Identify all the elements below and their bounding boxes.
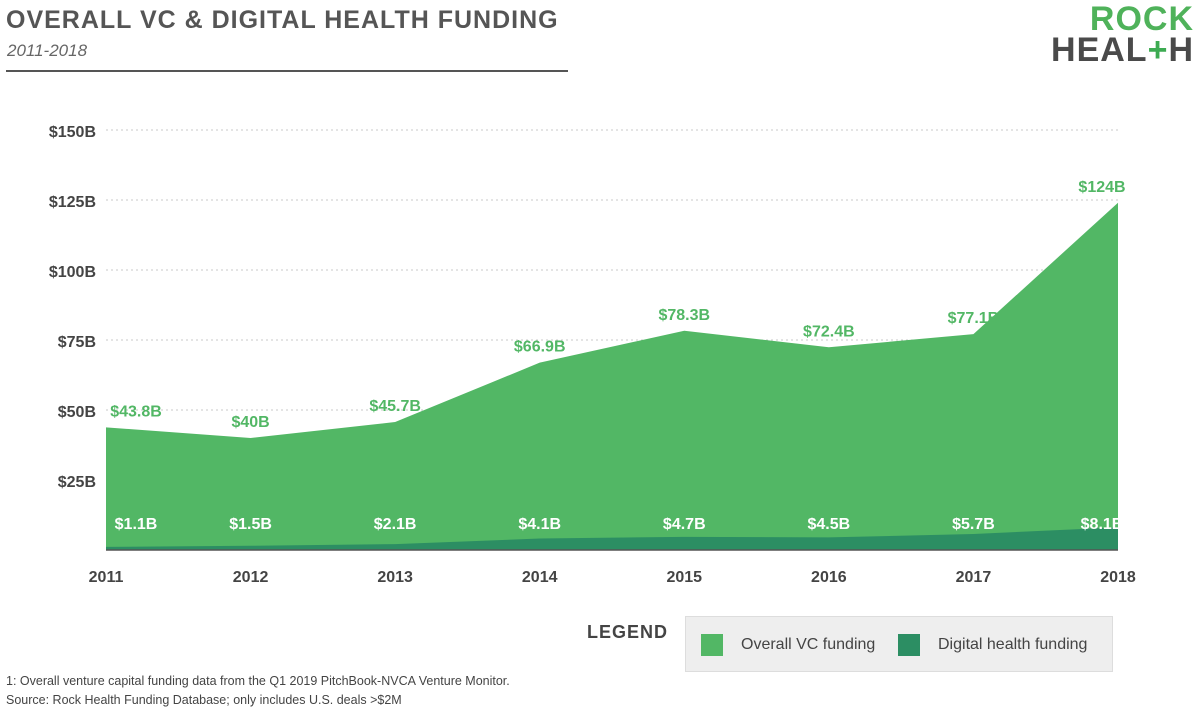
legend-label-overall: Overall VC funding xyxy=(741,636,876,653)
x-tick-label: 2016 xyxy=(811,569,847,586)
data-label-digital: $4.5B xyxy=(808,516,851,533)
logo-line-1: ROCK xyxy=(1089,0,1194,38)
x-tick-label: 2015 xyxy=(666,569,702,586)
data-label-overall: $124B xyxy=(1078,179,1125,196)
legend-title: LEGEND xyxy=(587,622,669,642)
y-tick-label: $100B xyxy=(49,264,96,281)
legend-swatch-digital xyxy=(898,634,920,656)
footnote-1: 1: Overall venture capital funding data … xyxy=(6,674,510,688)
series-area-overall xyxy=(106,202,1118,551)
data-label-overall: $72.4B xyxy=(803,323,855,340)
data-label-overall: $45.7B xyxy=(369,398,421,415)
y-tick-label: $75B xyxy=(58,334,96,351)
data-label-overall: $66.9B xyxy=(514,339,566,356)
y-tick-label: $150B xyxy=(49,124,96,141)
x-tick-label: 2014 xyxy=(522,569,558,586)
data-label-digital: $4.1B xyxy=(518,516,561,533)
data-label-digital: $1.5B xyxy=(229,516,272,533)
legend-item-overall: Overall VC funding xyxy=(701,634,875,656)
data-label-overall: $43.8B xyxy=(110,403,162,420)
x-tick-label: 2011 xyxy=(89,569,124,586)
x-tick-label: 2012 xyxy=(233,569,269,586)
footnote-source: Source: Rock Health Funding Database; on… xyxy=(6,693,402,707)
chart-subtitle: 2011-2018 xyxy=(7,41,88,60)
data-label-digital: $8.1B xyxy=(1081,516,1124,533)
y-tick-label: $125B xyxy=(49,194,96,211)
x-tick-label: 2018 xyxy=(1100,569,1136,586)
data-label-digital: $2.1B xyxy=(374,516,417,533)
y-tick-label: $50B xyxy=(58,404,96,421)
rock-health-logo: ROCK HEAL+H xyxy=(1051,0,1194,69)
data-label-digital: $5.7B xyxy=(952,516,995,533)
data-label-overall: $40B xyxy=(231,414,269,431)
data-label-overall: $77.1B xyxy=(948,310,1000,327)
data-label-digital: $4.7B xyxy=(663,516,706,533)
legend-item-digital: Digital health funding xyxy=(898,634,1087,656)
data-label-overall: $78.3B xyxy=(658,307,710,324)
x-tick-label: 2013 xyxy=(377,569,413,586)
chart-title: OVERALL VC & DIGITAL HEALTH FUNDING xyxy=(6,6,559,34)
title-underline xyxy=(6,70,568,72)
legend: Overall VC funding Digital health fundin… xyxy=(685,616,1113,672)
y-tick-label: $25B xyxy=(58,474,96,491)
legend-swatch-overall xyxy=(701,634,723,656)
x-tick-label: 2017 xyxy=(956,569,992,586)
logo-line-2: HEAL+H xyxy=(1051,31,1194,69)
data-label-digital: $1.1B xyxy=(115,516,158,533)
series-area-digital xyxy=(106,527,1118,550)
legend-label-digital: Digital health funding xyxy=(938,636,1088,653)
